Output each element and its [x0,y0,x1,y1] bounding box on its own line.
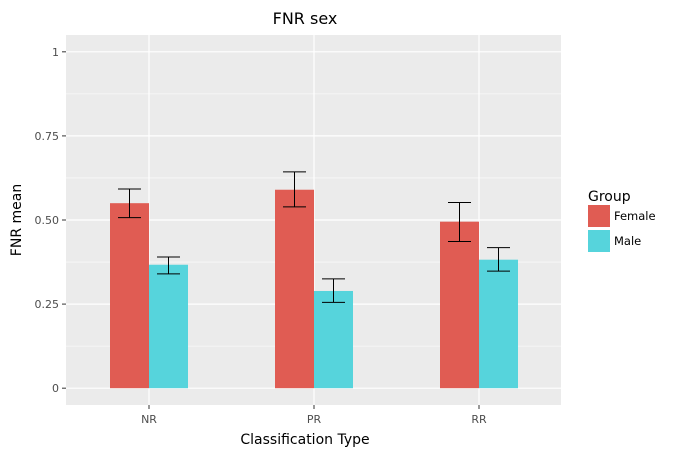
bar-male-nr [149,264,188,389]
legend-label-male: Male [614,234,641,248]
bar-female-nr [110,203,149,389]
x-tick-label: PR [307,413,322,426]
legend: Group Female Male [588,189,656,252]
chart-title: FNR sex [273,9,338,28]
bars [110,189,518,389]
y-tick-label: 0 [52,382,59,395]
legend-title: Group [588,189,631,205]
bar-female-rr [440,221,479,389]
x-axis-title: Classification Type [240,432,369,448]
x-tick-label: NR [141,413,157,426]
y-tick-label: 0.25 [35,298,60,311]
x-tick-label: RR [471,413,487,426]
y-tick-label: 0.50 [35,214,60,227]
x-axis-ticks: NR PR RR [141,405,487,426]
legend-key-male [588,230,610,252]
legend-key-female [588,205,610,227]
y-axis-ticks: 0 0.25 0.50 0.75 1 [35,46,66,395]
bar-male-rr [479,259,518,389]
legend-label-female: Female [614,209,656,223]
bar-female-pr [275,189,314,389]
y-axis-title: FNR mean [9,184,25,256]
error-bars [118,171,510,303]
bar-male-pr [314,290,353,389]
y-tick-label: 0.75 [35,130,60,143]
y-tick-label: 1 [52,46,59,59]
